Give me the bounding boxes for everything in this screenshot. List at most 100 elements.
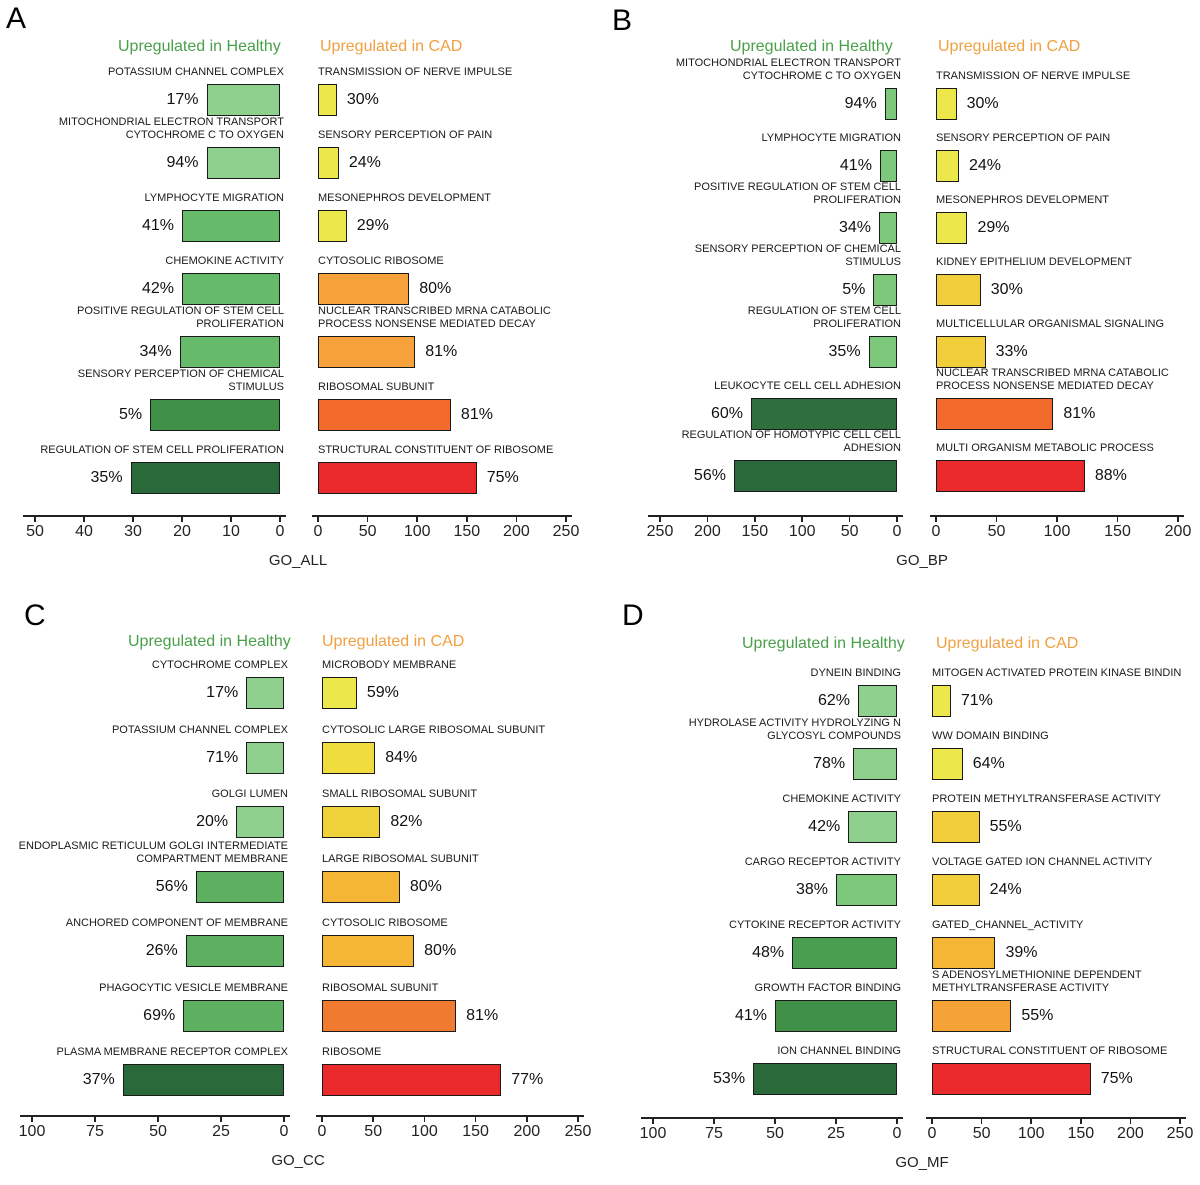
right-axis-line: [930, 515, 1184, 517]
healthy-term-label: PLASMA MEMBRANE RECEPTOR COMPLEX: [56, 1046, 288, 1058]
healthy-pct-label: 37%: [82, 1071, 115, 1088]
healthy-pct-label: 41%: [141, 217, 174, 234]
healthy-bar: [246, 741, 284, 774]
right-axis-tick-label: 50: [972, 1125, 991, 1142]
cad-bar: [318, 462, 477, 494]
cad-term-label: CYTOSOLIC RIBOSOME: [322, 917, 448, 929]
panel-a: A Upregulated in Healthy Upregulated in CA…: [0, 0, 600, 590]
panel-letter: A: [6, 2, 27, 35]
right-axis-tick-label: 0: [931, 523, 941, 540]
healthy-pct-label: 35%: [90, 469, 123, 486]
healthy-pct-label: 26%: [145, 942, 178, 959]
healthy-pct-label: 42%: [141, 280, 174, 297]
cad-bar: [322, 806, 381, 838]
cad-bar: [932, 937, 996, 969]
left-axis-tick: [283, 1117, 285, 1122]
cad-bar: [932, 685, 951, 717]
healthy-term-label: GOLGI LUMEN: [211, 788, 288, 800]
healthy-pct-label: 38%: [795, 881, 828, 898]
right-axis-line: [316, 1115, 584, 1117]
healthy-bar: [206, 84, 280, 116]
right-axis-tick: [372, 1117, 374, 1122]
right-axis-tick: [1179, 1119, 1181, 1124]
left-axis-tick-label: 200: [694, 523, 721, 540]
right-axis-tick: [931, 1119, 933, 1124]
healthy-term-label: MITOCHONDRIAL ELECTRON TRANSPORT CYTOCHR…: [58, 116, 284, 141]
right-axis-tick: [317, 517, 319, 522]
cad-bar: [932, 1000, 1012, 1032]
cad-pct-label: 71%: [960, 692, 993, 709]
cad-bar: [932, 1063, 1091, 1095]
cad-bar: [322, 935, 415, 967]
right-axis-tick: [474, 1117, 477, 1122]
left-axis-line: [641, 1117, 903, 1119]
healthy-bar: [182, 210, 280, 242]
right-axis-tick-label: 200: [513, 1123, 541, 1140]
cad-bar: [936, 150, 959, 182]
cad-bar: [936, 398, 1054, 430]
healthy-bar: [182, 273, 280, 305]
left-axis-tick: [754, 517, 756, 522]
left-axis-tick: [801, 517, 803, 522]
healthy-term-label: LYMPHOCYTE MIGRATION: [144, 192, 284, 204]
healthy-pct-label: 71%: [206, 748, 239, 766]
healthy-bar: [179, 336, 280, 368]
left-axis-tick: [157, 1117, 159, 1122]
cad-header: Upregulated in CAD: [322, 633, 465, 650]
right-axis-tick: [995, 517, 998, 522]
healthy-bar: [857, 685, 897, 717]
cad-bar: [932, 748, 963, 780]
healthy-bar: [183, 999, 284, 1032]
healthy-term-label: POTASSIUM CHANNEL COMPLEX: [111, 723, 288, 736]
cad-pct-label: 80%: [419, 280, 452, 297]
cad-bar: [322, 999, 457, 1032]
cad-term-label: VOLTAGE GATED ION CHANNEL ACTIVITY: [932, 856, 1153, 868]
left-axis-tick-label: 75: [86, 1123, 104, 1140]
left-axis-tick-label: 100: [18, 1123, 46, 1140]
healthy-term-label: DYNEIN BINDING: [810, 667, 901, 679]
left-axis-tick: [835, 1119, 837, 1124]
right-axis-tick-label: 0: [317, 1123, 327, 1140]
healthy-bar: [130, 462, 280, 494]
healthy-pct-label: 48%: [752, 944, 785, 961]
cad-term-label: SENSORY PERCEPTION OF PAIN: [936, 132, 1111, 144]
healthy-pct-label: 5%: [842, 281, 866, 298]
cad-bar: [936, 460, 1085, 492]
left-axis-tick-label: 75: [705, 1125, 723, 1142]
right-axis-tick-label: 250: [564, 1123, 592, 1140]
right-axis-tick: [1177, 517, 1179, 522]
healthy-pct-label: 17%: [166, 91, 199, 108]
cad-term-label: CYTOSOLIC LARGE RIBOSOMAL SUBUNIT: [322, 723, 546, 736]
right-axis-tick: [1030, 1119, 1032, 1124]
cad-pct-label: 81%: [1063, 405, 1096, 422]
right-axis-tick-label: 0: [313, 523, 323, 540]
cad-term-label: MICROBODY MEMBRANE: [322, 659, 457, 671]
healthy-pct-label: 41%: [839, 157, 872, 174]
healthy-bar: [848, 811, 897, 843]
left-axis-tick: [279, 517, 281, 522]
left-axis-tick: [181, 517, 183, 522]
cad-bar: [936, 212, 968, 244]
left-axis-tick: [220, 1117, 222, 1122]
healthy-bar: [868, 336, 897, 368]
cad-pct-label: 59%: [366, 684, 399, 701]
healthy-term-label: POTASSIUM CHANNEL COMPLEX: [107, 66, 284, 78]
healthy-bar: [879, 150, 897, 182]
cad-pct-label: 75%: [1100, 1070, 1133, 1087]
left-axis-tick-label: 30: [124, 523, 142, 540]
healthy-bar: [878, 212, 897, 244]
cad-term-label: STRUCTURAL CONSTITUENT OF RIBOSOME: [318, 444, 554, 456]
left-axis-tick-label: 150: [741, 523, 769, 540]
left-axis-tick: [848, 517, 851, 522]
healthy-term-label: ENDOPLASMIC RETICULUM GOLGI INTERMEDIATE…: [18, 839, 288, 865]
left-axis-tick-label: 50: [766, 1125, 784, 1142]
right-axis-tick: [515, 517, 518, 522]
healthy-header: Upregulated in Healthy: [128, 633, 291, 650]
healthy-pct-label: 34%: [838, 219, 871, 236]
right-axis-tick: [1116, 517, 1119, 522]
left-axis-tick: [652, 1119, 654, 1124]
left-axis-tick-label: 100: [639, 1125, 667, 1142]
left-axis-line: [23, 515, 286, 517]
right-axis-tick-label: 250: [1166, 1125, 1194, 1142]
healthy-term-label: REGULATION OF STEM CELL PROLIFERATION: [747, 305, 901, 330]
